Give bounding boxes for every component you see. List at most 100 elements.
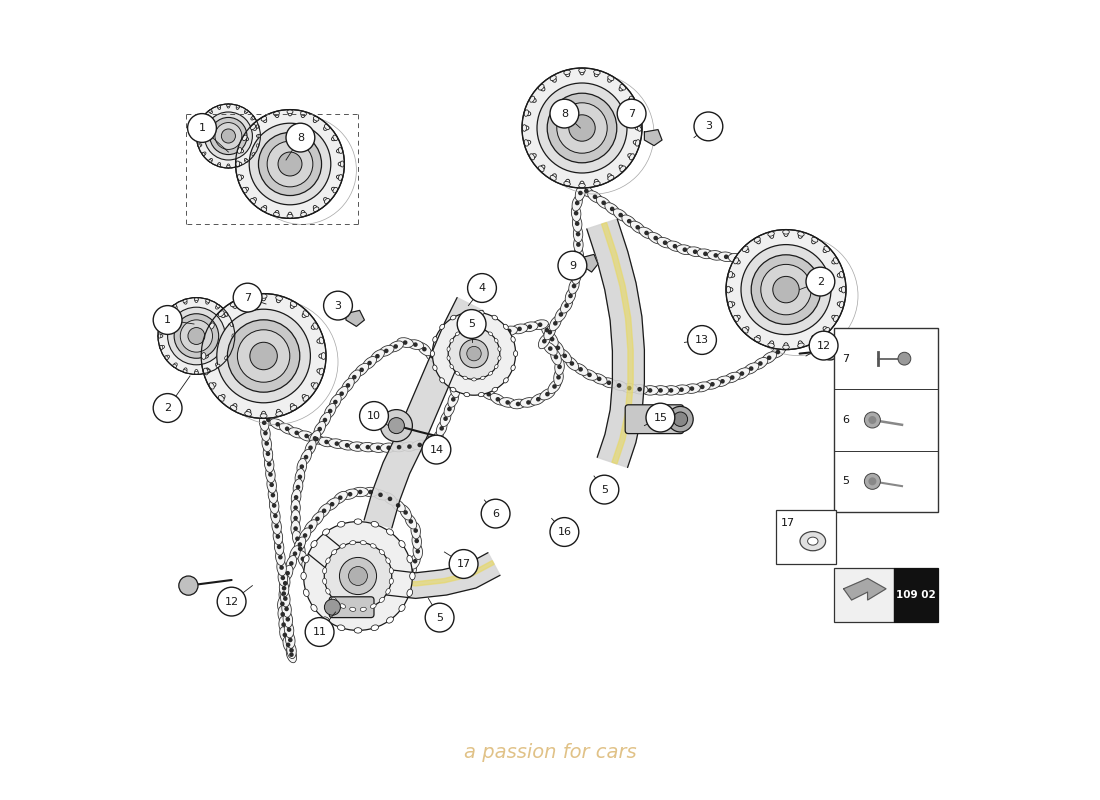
Ellipse shape [481,328,485,331]
Ellipse shape [287,642,296,658]
Ellipse shape [283,565,293,581]
Circle shape [821,341,839,360]
Ellipse shape [744,326,749,332]
Circle shape [409,569,414,573]
Circle shape [414,528,418,533]
Circle shape [865,474,880,490]
Circle shape [700,385,705,390]
Circle shape [799,294,803,299]
Circle shape [267,462,272,466]
Ellipse shape [594,182,601,186]
Ellipse shape [573,363,588,375]
Circle shape [444,369,449,374]
Circle shape [810,331,838,360]
Ellipse shape [697,249,714,258]
Circle shape [426,603,454,632]
Ellipse shape [195,371,198,374]
Ellipse shape [761,352,777,364]
Ellipse shape [371,350,384,362]
Ellipse shape [290,302,296,308]
Circle shape [286,642,290,647]
Ellipse shape [667,241,683,251]
Ellipse shape [158,334,161,338]
Circle shape [258,133,321,195]
Circle shape [285,571,290,575]
Circle shape [558,251,586,280]
Ellipse shape [238,147,242,154]
Ellipse shape [628,98,634,102]
Ellipse shape [333,135,338,141]
Ellipse shape [314,117,319,121]
Circle shape [627,219,631,223]
Ellipse shape [270,498,279,514]
Ellipse shape [202,153,205,156]
Circle shape [417,442,422,447]
Circle shape [377,593,382,598]
Ellipse shape [551,174,557,180]
Ellipse shape [293,530,303,547]
Ellipse shape [514,350,518,357]
Circle shape [264,441,270,446]
Text: 5: 5 [436,613,443,622]
Ellipse shape [314,206,318,211]
Circle shape [447,406,452,411]
Ellipse shape [433,357,447,370]
Ellipse shape [217,364,220,367]
Ellipse shape [734,315,738,322]
Ellipse shape [173,305,177,308]
Circle shape [344,443,350,447]
Circle shape [304,522,412,630]
Ellipse shape [312,578,328,590]
Text: 8: 8 [297,133,304,142]
Circle shape [682,247,688,252]
Circle shape [328,409,332,414]
Ellipse shape [219,312,225,318]
Ellipse shape [339,441,355,450]
Ellipse shape [290,499,300,516]
Ellipse shape [406,563,417,579]
Ellipse shape [448,371,458,387]
Ellipse shape [539,165,544,170]
Ellipse shape [371,544,376,548]
Ellipse shape [381,443,397,453]
Ellipse shape [354,628,362,633]
Text: 7: 7 [628,109,635,118]
Ellipse shape [371,522,378,527]
Ellipse shape [565,288,575,304]
Ellipse shape [184,299,187,304]
Circle shape [538,322,542,327]
Ellipse shape [463,328,467,331]
Ellipse shape [209,110,212,113]
Ellipse shape [246,410,251,416]
Ellipse shape [491,394,506,405]
Ellipse shape [768,232,774,236]
Ellipse shape [455,332,460,336]
Text: 1: 1 [198,123,206,133]
Ellipse shape [432,365,437,370]
Circle shape [794,325,799,330]
Ellipse shape [799,232,803,238]
Ellipse shape [236,164,240,166]
Ellipse shape [564,182,570,186]
Ellipse shape [230,322,233,326]
Ellipse shape [333,491,348,504]
Circle shape [296,485,300,490]
Circle shape [289,561,294,566]
Circle shape [333,400,338,404]
Ellipse shape [276,410,282,416]
Ellipse shape [295,469,305,485]
Ellipse shape [770,261,786,270]
Circle shape [800,305,804,310]
Ellipse shape [608,175,614,180]
Ellipse shape [498,356,500,360]
Ellipse shape [195,370,198,374]
Ellipse shape [245,159,248,162]
Ellipse shape [504,378,508,383]
Circle shape [562,354,566,358]
Ellipse shape [564,70,570,74]
Ellipse shape [256,125,258,128]
Ellipse shape [759,259,775,269]
Circle shape [197,104,261,168]
Ellipse shape [635,126,641,130]
Circle shape [487,335,493,340]
